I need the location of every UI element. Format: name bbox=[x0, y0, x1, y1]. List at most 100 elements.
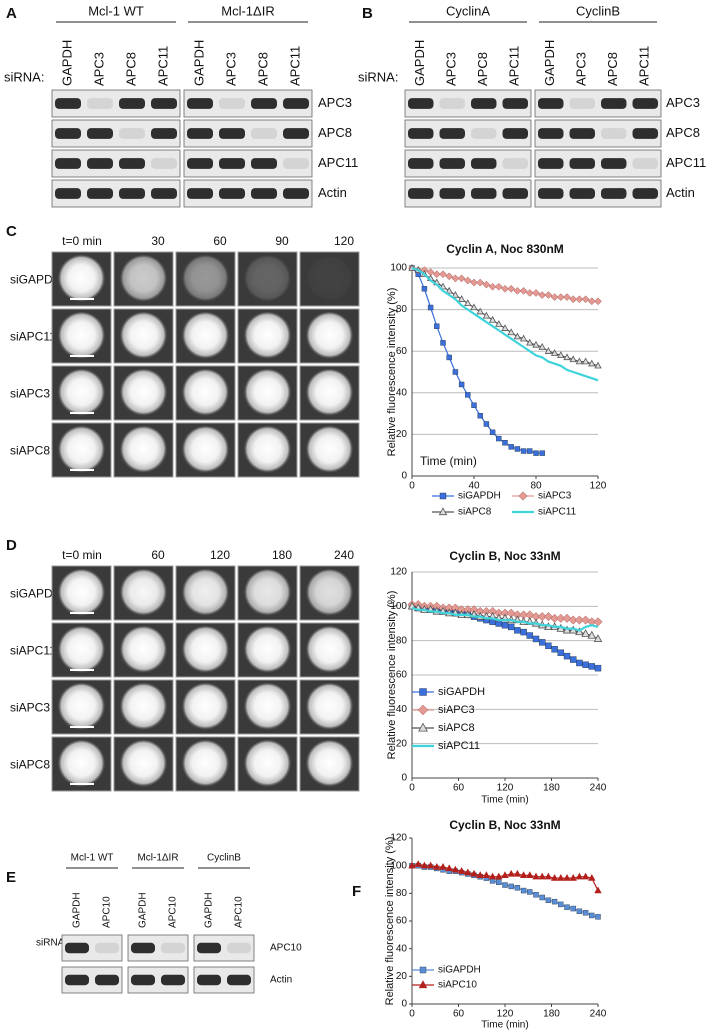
marker bbox=[513, 287, 522, 295]
lane-label: GAPDH bbox=[542, 40, 557, 86]
band bbox=[219, 158, 245, 169]
x-tick-label: 120 bbox=[590, 481, 607, 492]
y-tick-label: 20 bbox=[396, 971, 408, 982]
marker bbox=[519, 871, 528, 878]
marker bbox=[482, 871, 491, 878]
band bbox=[569, 188, 595, 199]
cell bbox=[243, 255, 292, 303]
band bbox=[161, 974, 185, 986]
marker bbox=[520, 448, 527, 454]
marker bbox=[574, 615, 584, 625]
lane-label: APC3 bbox=[574, 52, 589, 86]
cell bbox=[305, 312, 354, 360]
x-tick-label: 180 bbox=[543, 783, 560, 794]
y-tick-label: 60 bbox=[396, 346, 408, 357]
band bbox=[95, 942, 119, 954]
panel-label: E bbox=[6, 869, 16, 886]
marker bbox=[594, 361, 602, 369]
band bbox=[439, 158, 465, 169]
x-tick-label: 60 bbox=[453, 1009, 465, 1020]
legend-marker bbox=[518, 491, 528, 501]
band bbox=[283, 158, 309, 169]
band bbox=[632, 128, 658, 139]
marker bbox=[569, 874, 577, 881]
x-tick-label: 0 bbox=[409, 1009, 415, 1020]
marker bbox=[445, 864, 453, 872]
group-label: Mcl-1ΔIR bbox=[137, 853, 178, 864]
band bbox=[569, 128, 595, 139]
band bbox=[151, 128, 177, 139]
marker bbox=[476, 278, 485, 287]
band bbox=[131, 974, 155, 986]
marker bbox=[519, 334, 528, 342]
marker bbox=[464, 299, 472, 307]
marker bbox=[420, 861, 429, 869]
group-label: CyclinB bbox=[207, 853, 241, 864]
marker bbox=[451, 865, 460, 873]
timepoint-label: 120 bbox=[334, 234, 354, 248]
cell bbox=[57, 255, 106, 303]
band bbox=[187, 188, 213, 199]
cell bbox=[181, 426, 230, 474]
lane-label: GAPDH bbox=[59, 40, 74, 86]
band bbox=[471, 128, 497, 139]
marker bbox=[595, 914, 601, 920]
series-line bbox=[411, 606, 599, 632]
band bbox=[219, 128, 245, 139]
chart-title: Cyclin B, Noc 33nM bbox=[449, 549, 560, 563]
marker bbox=[587, 630, 597, 639]
marker bbox=[550, 293, 559, 301]
lane-label: APC10 bbox=[234, 896, 245, 928]
band bbox=[55, 158, 81, 169]
timepoint-label: 60 bbox=[213, 234, 227, 248]
band bbox=[632, 98, 658, 109]
band bbox=[569, 158, 595, 169]
x-tick-label: 120 bbox=[497, 1009, 514, 1020]
x-tick-label: 120 bbox=[497, 783, 514, 794]
marker bbox=[544, 347, 553, 354]
marker bbox=[451, 274, 460, 283]
timepoint-label: 60 bbox=[151, 548, 165, 562]
x-tick-label: 0 bbox=[409, 783, 415, 794]
lane-label: GAPDH bbox=[72, 892, 83, 928]
row-label: APC8 bbox=[666, 125, 700, 140]
marker bbox=[539, 450, 545, 456]
marker bbox=[508, 883, 514, 890]
marker bbox=[569, 355, 577, 363]
cell bbox=[305, 255, 354, 303]
band bbox=[119, 188, 145, 199]
cell bbox=[181, 683, 230, 731]
marker bbox=[576, 659, 583, 667]
band bbox=[219, 188, 245, 199]
marker bbox=[563, 652, 571, 660]
band bbox=[55, 188, 81, 199]
cell bbox=[119, 255, 168, 303]
cell bbox=[243, 626, 292, 674]
band bbox=[632, 188, 658, 199]
cell bbox=[243, 312, 292, 360]
group-label: Mcl-1 WT bbox=[88, 3, 144, 18]
marker bbox=[513, 332, 522, 340]
band bbox=[502, 158, 528, 169]
cell bbox=[305, 426, 354, 474]
marker bbox=[550, 874, 559, 881]
band bbox=[502, 98, 528, 109]
x-tick-label: 240 bbox=[590, 1009, 607, 1020]
band bbox=[471, 158, 497, 169]
marker bbox=[507, 328, 515, 336]
y-tick-label: 100 bbox=[390, 263, 407, 274]
chart-title: Cyclin A, Noc 830nM bbox=[446, 242, 564, 256]
band bbox=[408, 188, 434, 199]
cell bbox=[305, 369, 354, 417]
marker bbox=[568, 615, 578, 625]
marker bbox=[563, 353, 571, 361]
marker bbox=[526, 871, 534, 878]
marker bbox=[452, 369, 459, 375]
marker bbox=[471, 402, 477, 408]
band bbox=[408, 128, 434, 139]
marker bbox=[463, 276, 472, 285]
marker bbox=[545, 897, 552, 903]
x-tick-label: 240 bbox=[590, 783, 607, 794]
cell bbox=[305, 740, 354, 788]
